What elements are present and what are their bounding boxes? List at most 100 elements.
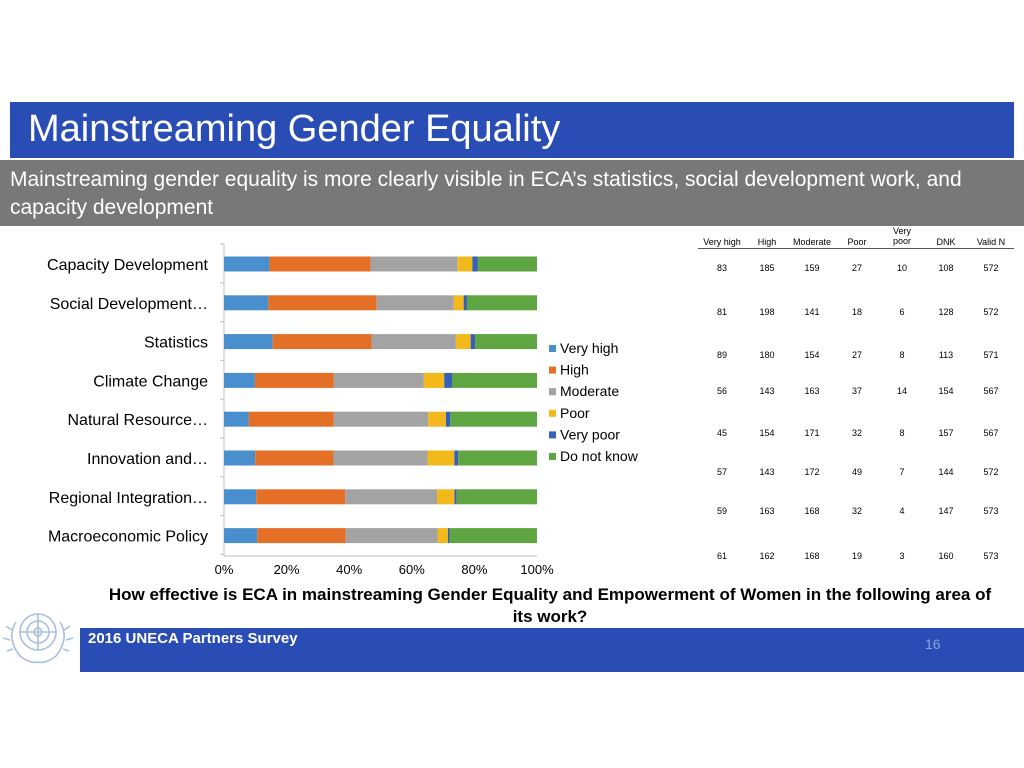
bar-segment bbox=[248, 411, 334, 427]
table-cell: 27 bbox=[851, 263, 862, 273]
table-header: DNK bbox=[936, 237, 956, 247]
table-cell: 32 bbox=[851, 428, 862, 438]
bar-segment bbox=[449, 528, 537, 544]
table-cell: 32 bbox=[851, 506, 862, 516]
legend-label: Moderate bbox=[560, 383, 619, 399]
bar-segment bbox=[224, 256, 270, 272]
category-label: Climate Change bbox=[93, 373, 208, 390]
table-header: Very high bbox=[703, 237, 741, 247]
bar-segment bbox=[451, 372, 537, 388]
legend-swatch bbox=[549, 409, 556, 417]
bar-segment bbox=[445, 411, 451, 427]
bar-segment bbox=[269, 256, 371, 272]
table-header: Very poor bbox=[892, 226, 911, 246]
table-cell: 572 bbox=[983, 307, 999, 317]
table-cell: 154 bbox=[759, 428, 775, 438]
bar-segment bbox=[224, 372, 255, 388]
table-header: Valid N bbox=[976, 237, 1006, 247]
table-cell: 168 bbox=[804, 506, 820, 516]
slide-subtitle: Mainstreaming gender equality is more cl… bbox=[10, 168, 962, 219]
page-number: 16 bbox=[925, 636, 941, 652]
bar-segment bbox=[477, 256, 537, 272]
bar-segment bbox=[371, 334, 456, 350]
bar-segment bbox=[444, 372, 452, 388]
bar-segment bbox=[255, 450, 334, 466]
x-tick-label: 0% bbox=[215, 562, 234, 577]
bar-segment bbox=[272, 334, 372, 350]
table-cell: 89 bbox=[716, 350, 727, 360]
table-cell: 572 bbox=[983, 263, 999, 273]
bar-segment bbox=[254, 372, 334, 388]
table-cell: 573 bbox=[983, 506, 999, 516]
bar-segment bbox=[224, 334, 273, 350]
table-cell: 113 bbox=[938, 350, 954, 360]
table-cell: 128 bbox=[938, 307, 954, 317]
table-cell: 45 bbox=[716, 428, 727, 438]
table-cell: 49 bbox=[851, 467, 862, 477]
table-cell: 198 bbox=[759, 307, 775, 317]
legend-swatch bbox=[549, 366, 556, 374]
bar-segment bbox=[333, 450, 428, 466]
bar-segment bbox=[437, 489, 455, 505]
legend-swatch bbox=[549, 431, 556, 439]
table-cell: 154 bbox=[938, 386, 954, 396]
table-cell: 567 bbox=[983, 386, 999, 396]
bar-segment bbox=[463, 295, 467, 311]
table-header-rule bbox=[698, 248, 1014, 249]
category-label: Regional Integration… bbox=[49, 490, 208, 507]
legend-label: Do not know bbox=[560, 448, 639, 464]
table-cell: 185 bbox=[759, 263, 775, 273]
bar-segment bbox=[428, 411, 446, 427]
bar-segment bbox=[370, 256, 458, 272]
table-cell: 6 bbox=[899, 307, 905, 317]
bar-segment bbox=[458, 450, 537, 466]
bar-segment bbox=[224, 295, 269, 311]
bar-segment bbox=[454, 489, 457, 505]
bar-segment bbox=[427, 450, 455, 466]
bar-segment bbox=[457, 256, 473, 272]
table-cell: 10 bbox=[896, 263, 907, 273]
bar-segment bbox=[224, 528, 258, 544]
table-header: High bbox=[757, 237, 777, 247]
bar-segment bbox=[256, 489, 346, 505]
bar-segment bbox=[475, 334, 537, 350]
bar-segment bbox=[345, 489, 438, 505]
bar-segment bbox=[455, 334, 471, 350]
bar-segment bbox=[376, 295, 454, 311]
table-cell: 147 bbox=[938, 506, 954, 516]
table-cell: 572 bbox=[983, 467, 999, 477]
survey-question: How effective is ECA in mainstreaming Ge… bbox=[108, 585, 992, 626]
subtitle-bar: Mainstreaming gender equality is more cl… bbox=[0, 160, 1024, 226]
bar-segment bbox=[454, 450, 459, 466]
table-cell: 162 bbox=[759, 551, 775, 561]
legend-swatch bbox=[549, 453, 556, 460]
bar-segment bbox=[333, 411, 429, 427]
table-cell: 8 bbox=[899, 350, 905, 360]
x-tick-label: 20% bbox=[274, 562, 300, 577]
bar-segment bbox=[472, 256, 478, 272]
table-cell: 180 bbox=[759, 350, 775, 360]
bar-segment bbox=[423, 372, 445, 388]
legend-label: High bbox=[560, 362, 589, 378]
table-cell: 14 bbox=[896, 386, 907, 396]
title-bar: Mainstreaming Gender Equality bbox=[10, 102, 1014, 158]
table-cell: 573 bbox=[983, 551, 999, 561]
bar-segment bbox=[447, 528, 450, 544]
table-cell: 159 bbox=[804, 263, 820, 273]
table-cell: 3 bbox=[899, 551, 905, 561]
bar-segment bbox=[257, 528, 346, 544]
table-cell: 37 bbox=[851, 386, 862, 396]
table-cell: 160 bbox=[938, 551, 954, 561]
legend-label: Very poor bbox=[560, 426, 620, 442]
table-cell: 172 bbox=[804, 467, 820, 477]
bar-segment bbox=[224, 411, 249, 427]
un-emblem-icon bbox=[2, 613, 74, 664]
legend-label: Poor bbox=[560, 405, 590, 421]
footer-label: 2016 UNECA Partners Survey bbox=[88, 630, 298, 647]
table-cell: 144 bbox=[938, 467, 954, 477]
category-label: Natural Resource… bbox=[68, 412, 209, 429]
table-cell: 168 bbox=[804, 551, 820, 561]
category-label: Statistics bbox=[144, 335, 208, 352]
table-cell: 27 bbox=[851, 350, 862, 360]
table-cell: 163 bbox=[804, 386, 820, 396]
